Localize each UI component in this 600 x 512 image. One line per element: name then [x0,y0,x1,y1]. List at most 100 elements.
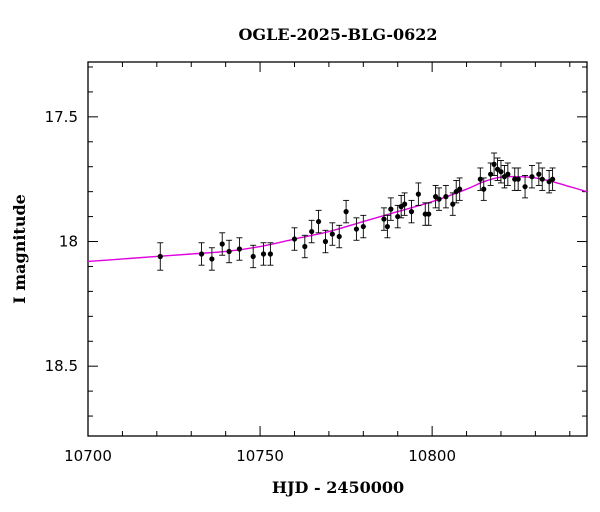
data-point [539,176,545,182]
data-point [343,209,349,215]
data-point-group [415,182,422,206]
data-point [329,231,335,237]
data-point [522,184,528,190]
data-point [395,213,401,220]
data-point-group [384,214,391,239]
data-point [426,211,432,217]
data-point [267,251,273,257]
data-point-group [491,152,498,176]
data-point [402,201,408,207]
data-point [388,206,394,212]
data-point-group [267,242,274,266]
data-point-group [308,219,315,244]
data-point-group [250,244,257,269]
y-tick-label: 18.5 [45,357,78,375]
data-point-group [546,170,553,194]
data-point-group [480,177,487,201]
data-point [450,201,456,207]
data-point [491,161,497,167]
data-point-group [353,217,360,241]
data-point [488,171,494,177]
data-point [315,218,322,225]
data-point [291,236,298,242]
data-point [505,171,511,177]
data-point [302,243,308,250]
data-point-group [226,239,233,264]
y-axis-label: I magnitude [10,194,29,304]
data-point-group [436,187,443,211]
data-point [381,216,387,222]
data-point [536,171,542,177]
tick-labels: 10700 10750 10800 17.5 18 18.5 [45,108,456,465]
plot-frame [87,61,588,437]
data-point-group [315,209,322,234]
data-point-group [301,234,308,259]
data-point-group [157,242,164,271]
data-point [198,251,205,257]
data-point-group [336,224,343,249]
data-point-group [236,237,243,261]
data-point [477,176,483,182]
data-point [415,191,421,197]
data-point-group [515,167,522,191]
data-point [498,169,504,175]
data-point [360,223,366,230]
data-point-group [456,177,463,201]
data-point-group [442,184,449,209]
model-curve [87,175,588,263]
y-tick-label: 17.5 [45,108,78,126]
y-tick-label: 18 [59,233,78,251]
data-point-group [501,165,508,189]
data-point-group [549,167,556,191]
data-point [436,196,442,202]
data-point-group [322,229,329,254]
data-point-group [260,242,267,266]
x-tick-label: 10750 [236,447,284,465]
data-points-layer [157,152,556,271]
data-point-group [535,162,542,186]
data-point-group [401,192,408,216]
data-point-group [219,232,226,256]
data-point-group [343,199,350,224]
data-point [236,246,243,252]
data-point-group [208,247,215,271]
data-point-group [360,214,367,239]
data-point-group [380,207,387,231]
data-point [457,186,463,192]
data-point-group [539,167,546,191]
data-point [219,241,225,247]
data-point [481,186,487,192]
data-point-group [198,242,205,266]
data-point [260,251,267,257]
data-point [209,256,215,262]
data-point [226,248,232,255]
data-point [384,223,390,230]
data-point-group [408,199,415,224]
data-point [353,226,360,232]
data-point-group [387,197,394,221]
data-point-group [528,165,535,189]
data-point [515,176,521,182]
data-point-group [432,184,439,209]
data-point-group [425,202,432,226]
data-point [529,174,535,180]
data-point [549,176,556,182]
data-point [336,233,342,240]
axis-ticks [87,62,587,436]
chart-title: OGLE-2025-BLG-0622 [238,25,437,44]
x-tick-label: 10800 [408,447,456,465]
data-point [157,253,163,260]
data-point-group [291,227,298,251]
data-point [322,238,329,245]
data-point [250,253,256,260]
data-point-group [449,192,456,216]
data-point-group [329,222,336,246]
data-point-group [522,174,529,199]
data-point [443,194,449,200]
x-axis-label: HJD - 2450000 [272,478,404,497]
data-point-group [497,160,504,184]
data-point [408,209,415,215]
data-point-group [504,162,511,186]
data-point-group [453,179,460,204]
